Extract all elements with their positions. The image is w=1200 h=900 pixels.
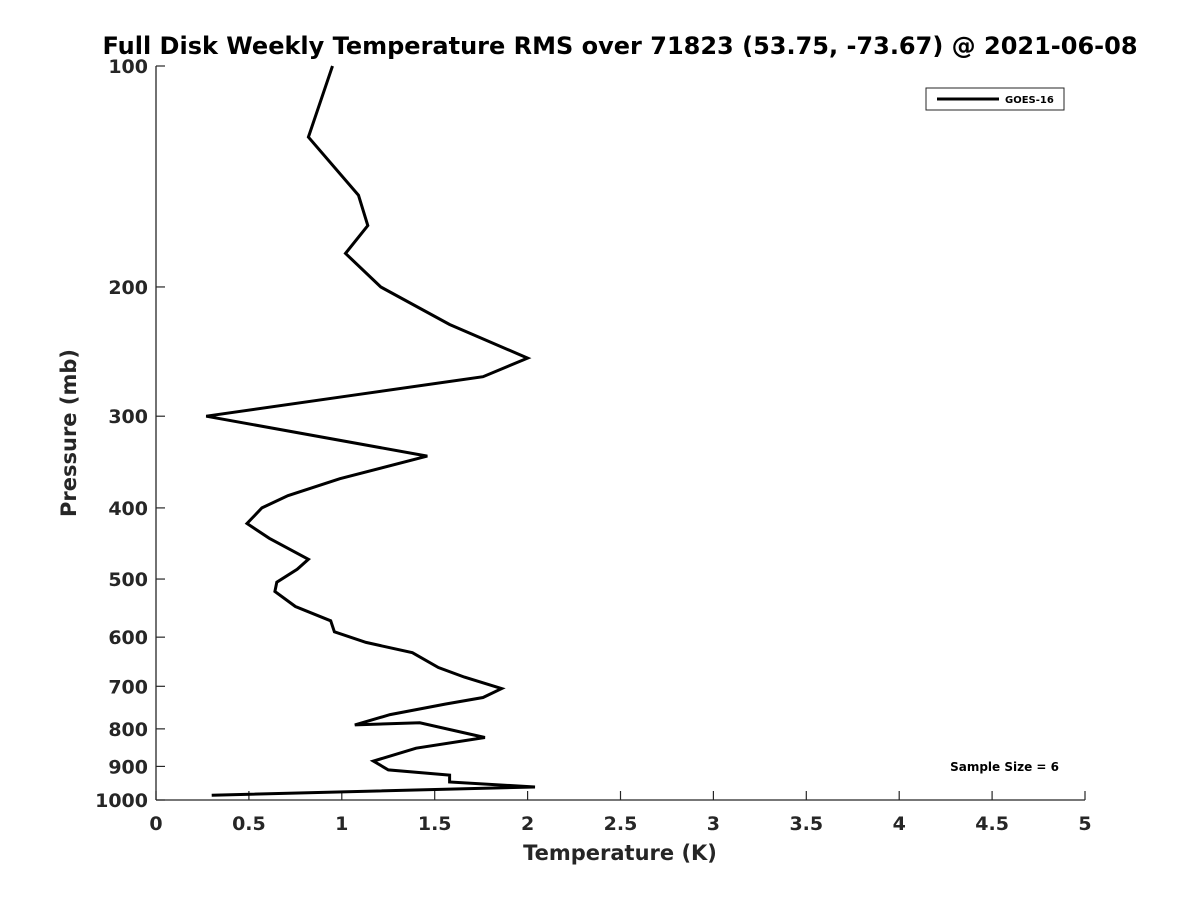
x-tick-label: 0 [149, 813, 162, 835]
y-tick-label: 100 [108, 56, 148, 78]
y-tick-label: 800 [108, 719, 148, 741]
series-line-goes-16 [205, 65, 536, 797]
y-tick-label: 1000 [95, 790, 148, 812]
x-axis-label: Temperature (K) [523, 841, 717, 865]
y-tick-label: 700 [108, 676, 148, 698]
x-tick-label: 3.5 [789, 813, 823, 835]
x-tick-label: 2 [521, 813, 534, 835]
x-tick-label: 3 [707, 813, 720, 835]
chart-title: Full Disk Weekly Temperature RMS over 71… [102, 32, 1137, 60]
series-layer [205, 65, 536, 797]
legend-label-goes-16: GOES-16 [1005, 95, 1054, 106]
y-axis-label: Pressure (mb) [57, 349, 81, 517]
y-tick-label: 300 [108, 406, 148, 428]
y-tick-label: 500 [108, 569, 148, 591]
y-tick-label: 600 [108, 627, 148, 649]
x-tick-label: 0.5 [232, 813, 266, 835]
x-tick-label: 4.5 [975, 813, 1009, 835]
y-ticks: 100 200 300 400 500 600 700 800 900 1000 [95, 56, 165, 812]
x-tick-label: 2.5 [604, 813, 638, 835]
x-tick-label: 5 [1078, 813, 1091, 835]
x-tick-label: 1 [335, 813, 348, 835]
legend: GOES-16 [925, 87, 1065, 111]
x-tick-label: 1.5 [418, 813, 452, 835]
x-tick-label: 4 [893, 813, 906, 835]
y-tick-label: 900 [108, 756, 148, 778]
sample-size-annotation: Sample Size = 6 [950, 760, 1059, 774]
y-tick-label: 200 [108, 277, 148, 299]
x-ticks: 0 0.5 1 1.5 2 2.5 3 3.5 4 4.5 5 [149, 791, 1092, 835]
y-tick-label: 400 [108, 498, 148, 520]
